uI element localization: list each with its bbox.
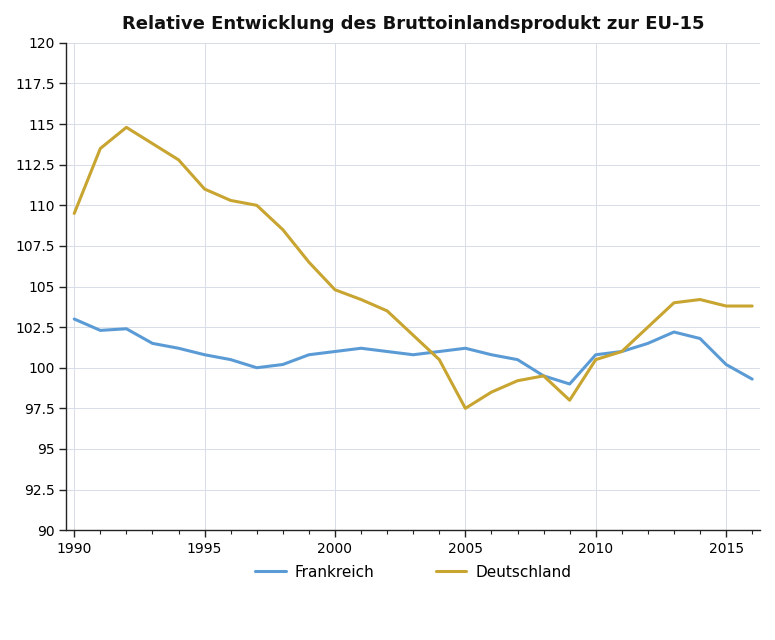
Frankreich — [278, 361, 288, 369]
Deutschland — [513, 377, 522, 385]
Deutschland — [330, 286, 339, 294]
Line: Deutschland: Deutschland — [74, 127, 753, 408]
Deutschland — [383, 307, 392, 315]
Deutschland — [408, 332, 418, 339]
Frankreich — [148, 340, 157, 348]
Frankreich — [122, 325, 131, 333]
Frankreich — [513, 356, 522, 364]
Deutschland — [70, 209, 79, 217]
Deutschland — [200, 185, 209, 193]
Frankreich — [383, 348, 392, 355]
Deutschland — [356, 296, 366, 303]
Frankreich — [460, 344, 470, 352]
Deutschland — [148, 140, 157, 147]
Legend: Frankreich, Deutschland: Frankreich, Deutschland — [249, 559, 577, 586]
Frankreich — [748, 375, 757, 383]
Deutschland — [435, 356, 444, 364]
Frankreich — [435, 348, 444, 355]
Frankreich — [670, 328, 679, 336]
Frankreich — [356, 344, 366, 352]
Frankreich — [722, 361, 731, 369]
Deutschland — [174, 156, 183, 164]
Deutschland — [278, 226, 288, 234]
Deutschland — [95, 145, 105, 152]
Frankreich — [252, 364, 261, 372]
Deutschland — [617, 348, 626, 355]
Title: Relative Entwicklung des Bruttoinlandsprodukt zur EU-15: Relative Entwicklung des Bruttoinlandspr… — [122, 15, 704, 33]
Line: Frankreich: Frankreich — [74, 319, 753, 384]
Frankreich — [565, 380, 574, 388]
Frankreich — [408, 351, 418, 358]
Frankreich — [591, 351, 601, 358]
Deutschland — [565, 396, 574, 404]
Deutschland — [305, 259, 314, 266]
Frankreich — [695, 335, 704, 342]
Frankreich — [95, 326, 105, 334]
Deutschland — [748, 302, 757, 310]
Frankreich — [70, 315, 79, 323]
Frankreich — [643, 340, 653, 348]
Deutschland — [722, 302, 731, 310]
Frankreich — [539, 372, 548, 380]
Frankreich — [174, 344, 183, 352]
Deutschland — [643, 323, 653, 331]
Deutschland — [122, 124, 131, 131]
Frankreich — [487, 351, 496, 358]
Deutschland — [591, 356, 601, 364]
Frankreich — [617, 348, 626, 355]
Frankreich — [330, 348, 339, 355]
Deutschland — [487, 388, 496, 396]
Deutschland — [252, 202, 261, 209]
Frankreich — [305, 351, 314, 358]
Deutschland — [460, 404, 470, 412]
Frankreich — [226, 356, 236, 364]
Deutschland — [670, 299, 679, 307]
Deutschland — [695, 296, 704, 303]
Deutschland — [539, 372, 548, 380]
Deutschland — [226, 196, 236, 204]
Frankreich — [200, 351, 209, 358]
